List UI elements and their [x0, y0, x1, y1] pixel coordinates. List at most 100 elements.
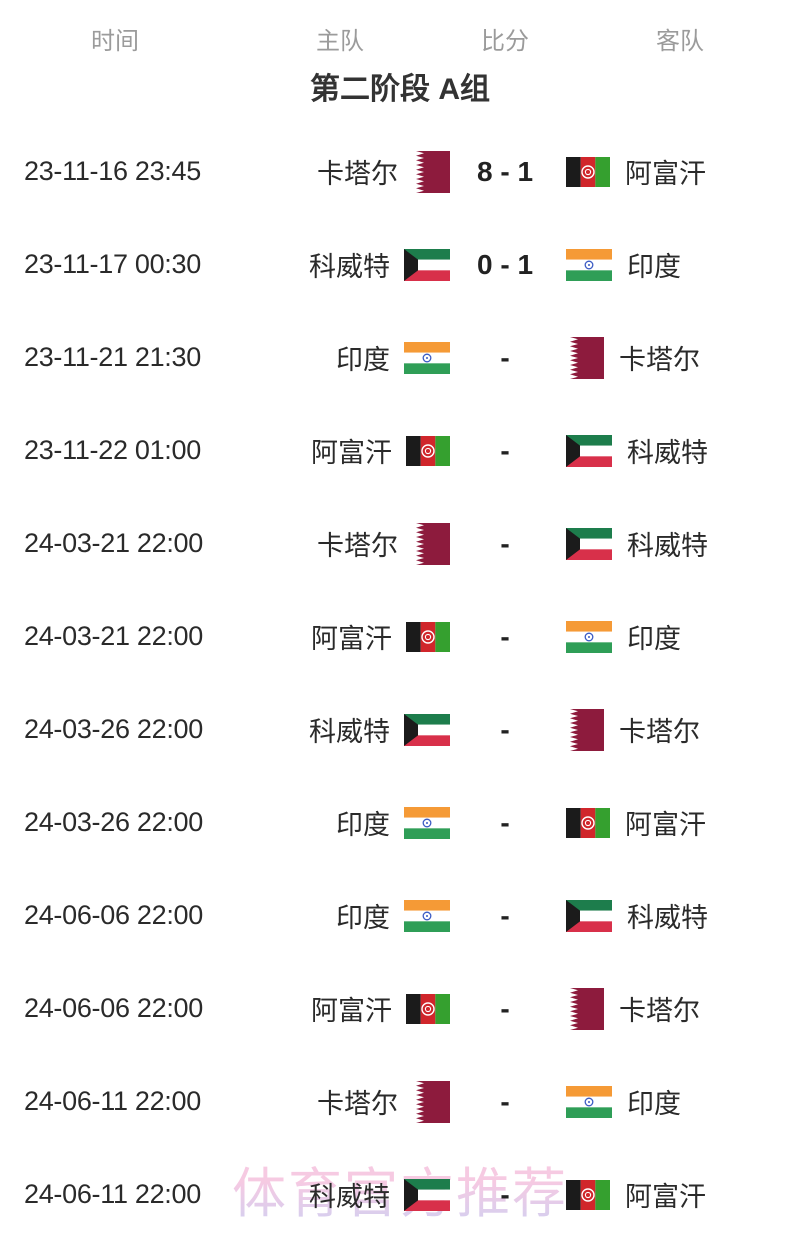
- match-score: -: [500, 992, 510, 1024]
- away-team-cell: 卡塔尔: [560, 987, 800, 1030]
- home-team-flag: [412, 522, 450, 565]
- away-team-flag: [566, 1085, 612, 1118]
- afghanistan-flag-icon: [566, 807, 610, 838]
- home-team-cell: 印度: [230, 803, 450, 842]
- qatar-flag-icon: [412, 522, 450, 565]
- kuwait-flag-icon: [566, 527, 612, 560]
- away-team-cell: 阿富汗: [560, 1175, 800, 1214]
- away-team-name: 印度: [627, 624, 681, 654]
- match-row[interactable]: 24-03-26 22:00 科威特 - 卡塔尔: [0, 683, 800, 776]
- column-header-time: 时间: [91, 27, 139, 55]
- away-team-name: 科威特: [627, 531, 708, 561]
- home-team-cell: 科威特: [230, 245, 450, 284]
- home-team-cell: 卡塔尔: [230, 522, 450, 565]
- match-score: -: [500, 1085, 510, 1117]
- match-score: -: [500, 620, 510, 652]
- home-team-flag: [404, 806, 450, 839]
- group-stage-title: 第二阶段 A组: [310, 73, 490, 106]
- afghanistan-flag-icon: [406, 435, 450, 466]
- match-row[interactable]: 24-06-06 22:00 阿富汗 - 卡塔尔: [0, 962, 800, 1055]
- home-team-flag: [412, 150, 450, 193]
- home-team-cell: 阿富汗: [230, 617, 450, 656]
- kuwait-flag-icon: [404, 713, 450, 746]
- home-team-flag: [404, 1178, 450, 1211]
- afghanistan-flag-icon: [566, 1179, 610, 1210]
- match-score: -: [500, 434, 510, 466]
- match-row[interactable]: 24-06-06 22:00 印度 - 科威特: [0, 869, 800, 962]
- india-flag-icon: [566, 1085, 612, 1118]
- match-row[interactable]: 24-03-21 22:00 阿富汗 - 印度: [0, 590, 800, 683]
- away-team-flag: [566, 156, 610, 187]
- match-time: 24-06-06 22:00: [24, 993, 203, 1023]
- qatar-flag-icon: [566, 987, 604, 1030]
- home-team-cell: 科威特: [230, 710, 450, 749]
- column-header-home: 主队: [316, 27, 364, 55]
- away-team-name: 阿富汗: [625, 1182, 706, 1212]
- home-team-cell: 印度: [230, 896, 450, 935]
- match-time: 24-03-26 22:00: [24, 714, 203, 744]
- home-team-name: 科威特: [309, 252, 390, 282]
- match-row[interactable]: 23-11-16 23:45 卡塔尔 8 - 1 阿富汗: [0, 125, 800, 218]
- column-header-score: 比分: [481, 27, 529, 55]
- match-score: -: [500, 806, 510, 838]
- home-team-flag: [404, 341, 450, 374]
- away-team-cell: 印度: [560, 1082, 800, 1121]
- qatar-flag-icon: [566, 336, 604, 379]
- away-team-cell: 印度: [560, 617, 800, 656]
- away-team-flag: [566, 248, 612, 281]
- home-team-flag: [404, 899, 450, 932]
- away-team-name: 阿富汗: [625, 810, 706, 840]
- match-row[interactable]: 24-03-26 22:00 印度 - 阿富汗: [0, 776, 800, 869]
- home-team-name: 阿富汗: [311, 996, 392, 1026]
- kuwait-flag-icon: [404, 248, 450, 281]
- kuwait-flag-icon: [404, 1178, 450, 1211]
- home-team-cell: 阿富汗: [230, 431, 450, 470]
- afghanistan-flag-icon: [566, 156, 610, 187]
- match-time: 24-06-11 22:00: [24, 1179, 201, 1209]
- match-score: -: [500, 899, 510, 931]
- qatar-flag-icon: [412, 150, 450, 193]
- match-row[interactable]: 23-11-17 00:30 科威特 0 - 1 印度: [0, 218, 800, 311]
- home-team-cell: 卡塔尔: [230, 1080, 450, 1123]
- match-row[interactable]: 23-11-21 21:30 印度 - 卡塔尔: [0, 311, 800, 404]
- match-row[interactable]: 24-06-11 22:00 科威特 - 阿富汗: [0, 1148, 800, 1241]
- away-team-flag: [566, 527, 612, 560]
- match-time: 24-06-11 22:00: [24, 1086, 201, 1116]
- home-team-cell: 卡塔尔: [230, 150, 450, 193]
- away-team-flag: [566, 987, 604, 1030]
- away-team-name: 印度: [627, 1089, 681, 1119]
- away-team-cell: 科威特: [560, 524, 800, 563]
- india-flag-icon: [404, 341, 450, 374]
- qatar-flag-icon: [566, 708, 604, 751]
- afghanistan-flag-icon: [406, 993, 450, 1024]
- india-flag-icon: [566, 620, 612, 653]
- home-team-flag: [412, 1080, 450, 1123]
- away-team-cell: 科威特: [560, 896, 800, 935]
- home-team-name: 卡塔尔: [317, 1089, 398, 1119]
- match-row[interactable]: 23-11-22 01:00 阿富汗 - 科威特: [0, 404, 800, 497]
- home-team-name: 印度: [336, 903, 390, 933]
- qatar-flag-icon: [412, 1080, 450, 1123]
- away-team-flag: [566, 708, 604, 751]
- home-team-flag: [404, 248, 450, 281]
- away-team-cell: 卡塔尔: [560, 708, 800, 751]
- afghanistan-flag-icon: [406, 621, 450, 652]
- match-time: 23-11-21 21:30: [24, 342, 201, 372]
- away-team-cell: 卡塔尔: [560, 336, 800, 379]
- home-team-name: 科威特: [309, 717, 390, 747]
- match-time: 23-11-17 00:30: [24, 249, 201, 279]
- away-team-flag: [566, 336, 604, 379]
- home-team-flag: [406, 621, 450, 652]
- match-row[interactable]: 24-03-21 22:00 卡塔尔 - 科威特: [0, 497, 800, 590]
- home-team-flag: [406, 993, 450, 1024]
- home-team-name: 卡塔尔: [317, 531, 398, 561]
- kuwait-flag-icon: [566, 434, 612, 467]
- india-flag-icon: [404, 806, 450, 839]
- away-team-name: 阿富汗: [625, 159, 706, 189]
- match-list: 23-11-16 23:45 卡塔尔 8 - 1 阿富汗 23-11-17 00…: [0, 125, 800, 1241]
- match-row[interactable]: 24-06-11 22:00 卡塔尔 - 印度: [0, 1055, 800, 1148]
- home-team-name: 阿富汗: [311, 438, 392, 468]
- match-score: 8 - 1: [476, 155, 534, 187]
- match-time: 24-03-26 22:00: [24, 807, 203, 837]
